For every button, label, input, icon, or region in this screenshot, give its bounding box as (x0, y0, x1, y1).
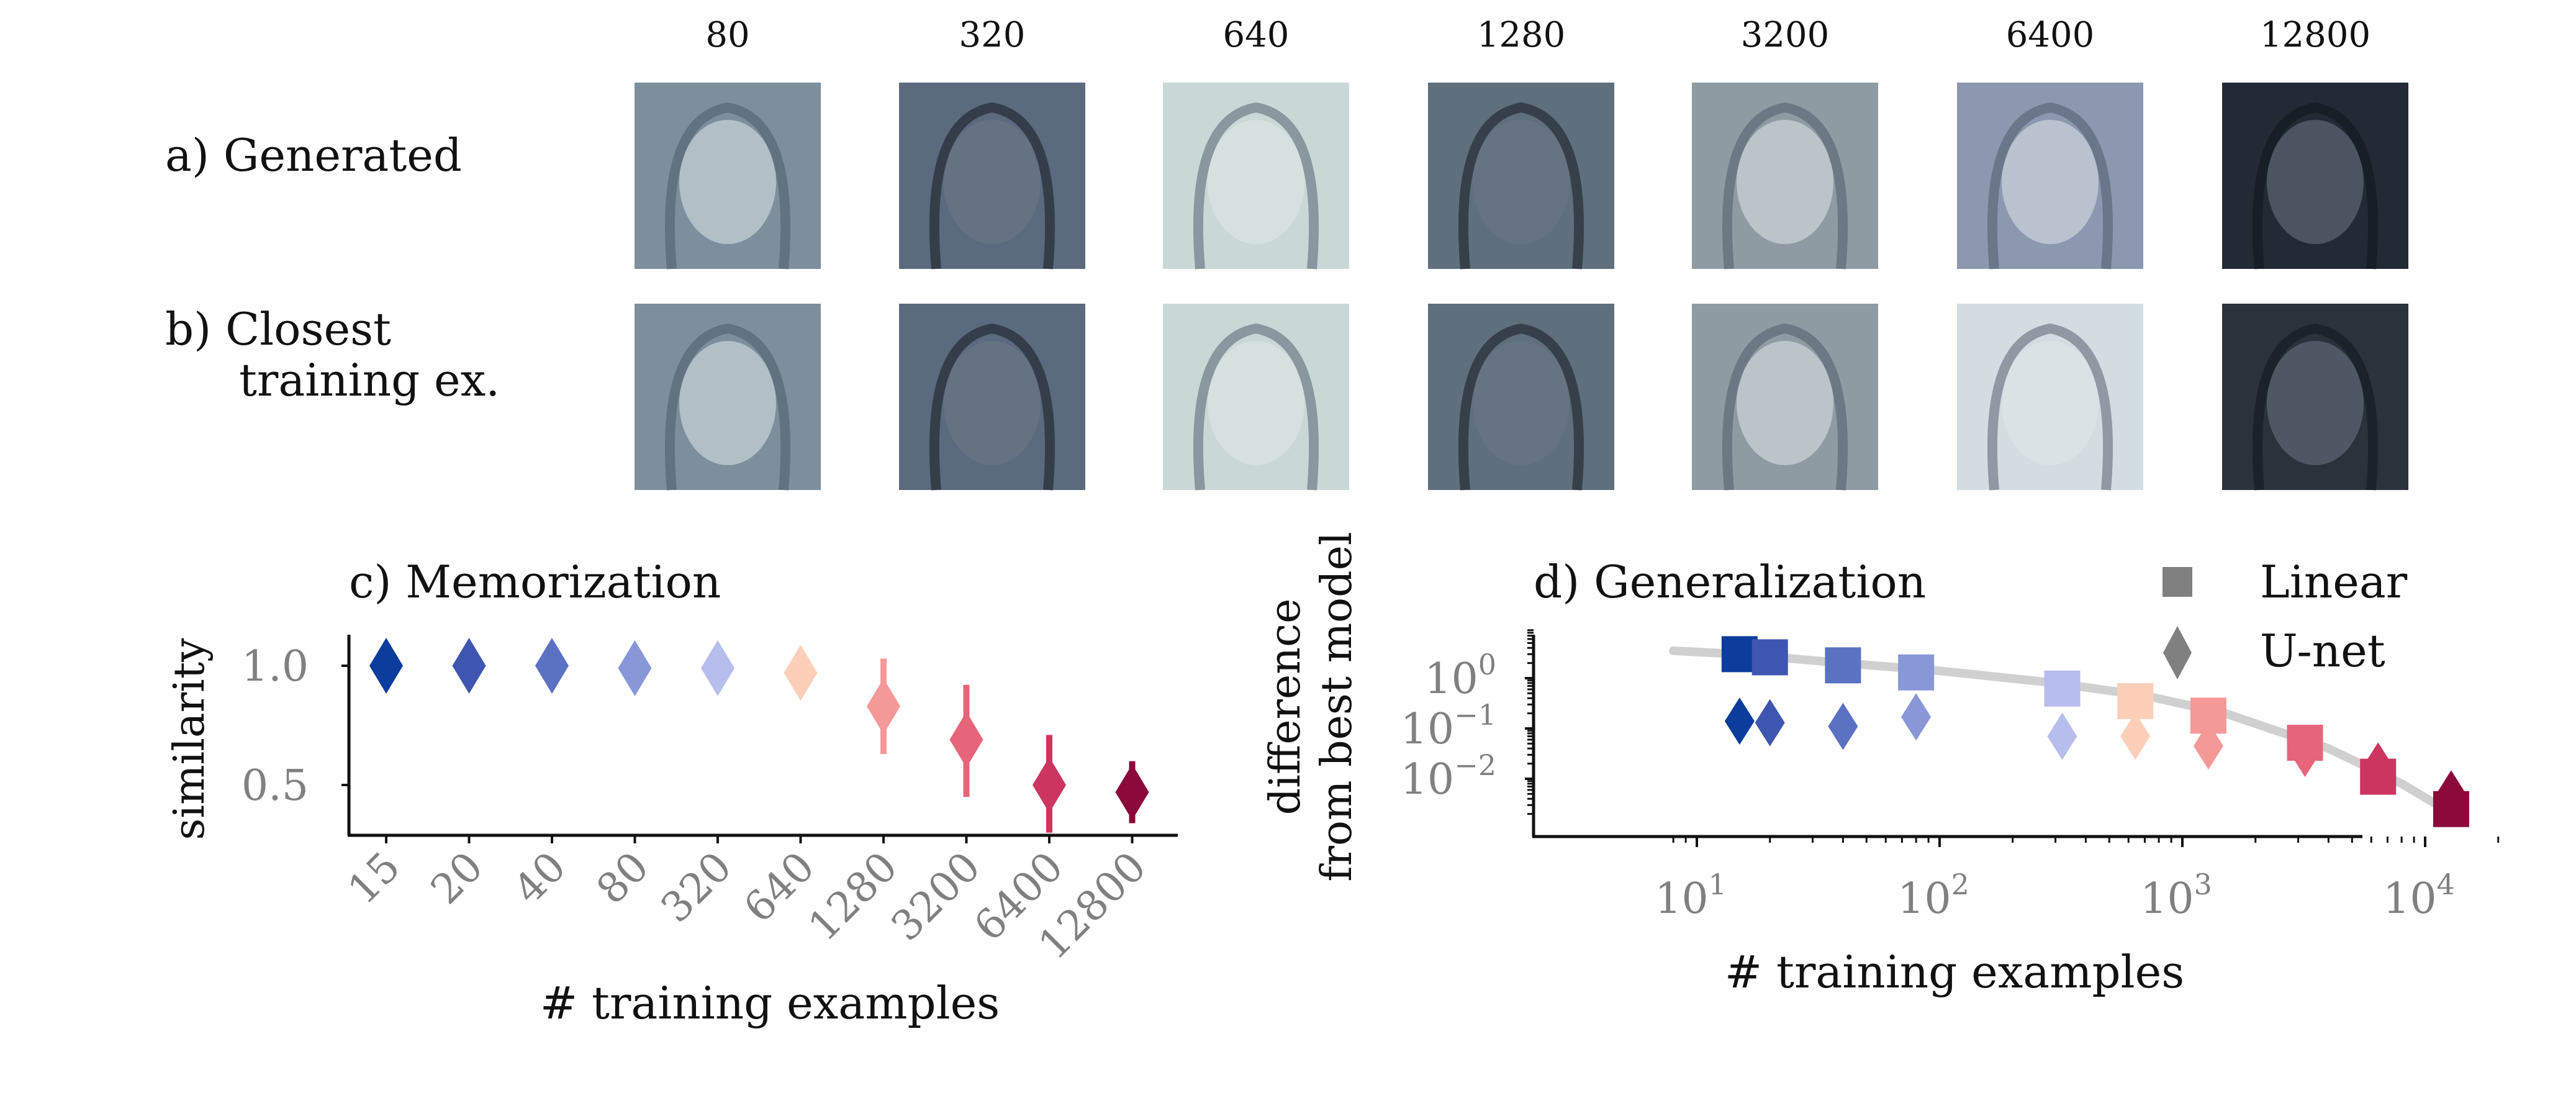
memorization-point (618, 640, 652, 696)
memorization-point (369, 638, 403, 694)
generalization-linear-point (2044, 670, 2081, 707)
generalization-linear-point (1751, 639, 1788, 676)
generalization-unet-point (1828, 702, 1858, 750)
face-image-generated (1692, 83, 1878, 270)
memorization-ytick-label: 1.0 (242, 642, 309, 691)
column-label: 3200 (1741, 15, 1830, 55)
memorization-point (1115, 764, 1149, 820)
generalization-title: d) Generalization (1534, 556, 1926, 608)
generalization-unet-point (1724, 697, 1755, 745)
face-image-closest (635, 304, 821, 491)
memorization-xtick-label: 3200 (882, 843, 990, 950)
face-image-closest (1957, 304, 2143, 491)
memorization-point (949, 712, 983, 768)
generalization-linear-point (1825, 647, 1861, 684)
column-label: 6400 (2006, 15, 2095, 55)
generalization-linear-point (1898, 654, 1935, 691)
generalization-panel: d) Generalization difference from best m… (1261, 532, 2500, 998)
generalization-ytick-label: 100 (1424, 648, 1496, 704)
generalization-legend: Linear U-net (2162, 556, 2408, 679)
face-image-generated (1428, 83, 1614, 270)
generalization-linear-point (1721, 636, 1758, 673)
memorization-xtick-label: 15 (338, 843, 409, 914)
generalization-unet-point (2290, 730, 2320, 778)
memorization-point (867, 678, 900, 735)
face-image-closest (2222, 304, 2408, 491)
generalization-unet-point (2120, 712, 2151, 760)
column-label: 80 (705, 15, 749, 55)
generalization-xtick-label: 101 (1655, 868, 1727, 923)
memorization-xtick-label: 1280 (799, 843, 906, 950)
memorization-point (701, 640, 734, 696)
memorization-ytick-label: 0.5 (242, 761, 309, 810)
memorization-panel: c) Memorization similarity # training ex… (165, 556, 1178, 1029)
row-label-closest-line2: training ex. (239, 354, 500, 406)
face-image-generated (1957, 83, 2143, 270)
memorization-title: c) Memorization (349, 556, 721, 608)
generalization-unet-point (1755, 699, 1785, 746)
generalization-unet-point (1901, 693, 1932, 741)
memorization-xtick-label: 80 (587, 843, 658, 914)
generalization-ylabel-line1: difference (1261, 599, 1310, 815)
face-image-closest (1163, 304, 1349, 491)
column-label: 320 (959, 15, 1026, 55)
row-label-generated: a) Generated (165, 129, 462, 181)
column-label: 12800 (2260, 15, 2370, 55)
face-image-generated (1163, 83, 1349, 270)
generalization-unet-point (2047, 712, 2077, 760)
memorization-xlabel: # training examples (540, 977, 1000, 1029)
generalization-xtick-label: 104 (2383, 868, 2455, 923)
generalization-xtick-label: 103 (2140, 868, 2212, 923)
row-label-closest-line1: b) Closest (165, 303, 391, 355)
legend-unet-label: U-net (2260, 625, 2385, 677)
generalization-unet-point (2436, 770, 2466, 818)
face-image-generated (2222, 83, 2408, 270)
legend-linear-marker (2162, 567, 2192, 597)
column-label: 640 (1223, 15, 1290, 55)
column-label: 1280 (1477, 15, 1566, 55)
generalization-unet-point (2193, 722, 2223, 770)
memorization-xtick-label: 40 (504, 843, 575, 914)
memorization-point (535, 638, 569, 694)
face-image-closest (1428, 304, 1614, 491)
generalization-ytick-label: 10−2 (1401, 748, 1496, 804)
memorization-xtick-label: 320 (652, 843, 741, 932)
generalization-xlabel: # training examples (1725, 946, 2184, 998)
memorization-ylabel: similarity (165, 638, 214, 840)
memorization-point (452, 638, 486, 694)
memorization-point (784, 645, 818, 701)
face-image-generated (635, 83, 821, 270)
legend-unet-marker (2163, 626, 2192, 679)
legend-linear-label: Linear (2260, 556, 2408, 608)
image-grid: a) Generated b) Closest training ex. 80 3… (165, 15, 2408, 491)
face-image-generated (899, 83, 1085, 270)
generalization-unet-point (2363, 742, 2393, 790)
generalization-ylabel-line2: from best model (1313, 532, 1362, 881)
generalization-ytick-label: 10−1 (1401, 698, 1496, 754)
face-image-closest (1692, 304, 1878, 491)
generalization-xtick-label: 102 (1897, 868, 1969, 923)
memorization-point (1033, 757, 1066, 813)
face-image-closest (899, 304, 1085, 491)
memorization-xtick-label: 20 (422, 843, 492, 914)
